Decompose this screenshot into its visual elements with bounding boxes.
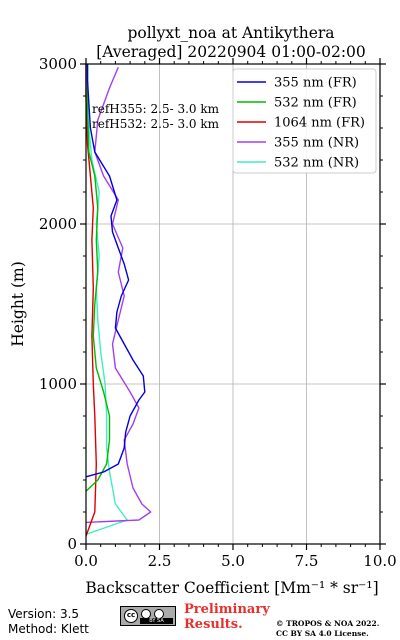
y-axis-label: Height (m) xyxy=(9,261,27,347)
series-line-355-nm-fr xyxy=(85,64,146,478)
backscatter-profile-chart: pollyxt_noa at Antikythera [Averaged] 20… xyxy=(9,24,397,597)
legend-label: 532 nm (FR) xyxy=(274,96,357,111)
legend-label: 1064 nm (FR) xyxy=(274,116,365,131)
cc-icon: cc xyxy=(124,609,138,623)
version-text: Version: 3.5 xyxy=(8,607,80,621)
x-tick-label: 2.5 xyxy=(148,552,172,570)
y-tick-label: 2000 xyxy=(39,215,77,233)
data-series xyxy=(85,64,152,537)
legend-label: 355 nm (FR) xyxy=(274,76,357,91)
y-tick-label: 3000 xyxy=(39,55,77,73)
footer-info: Version: 3.5 Method: Klett xyxy=(8,607,89,637)
y-tick-label: 1000 xyxy=(39,375,77,393)
chart-title: pollyxt_noa at Antikythera xyxy=(127,24,334,42)
method-text: Method: Klett xyxy=(8,622,89,636)
copyright-notice: © TROPOS & NOA 2022. CC BY SA 4.0 Licens… xyxy=(276,619,379,639)
x-tick-label: 7.5 xyxy=(295,552,319,570)
preliminary-results-notice: Preliminary Results. xyxy=(184,602,270,632)
x-tick-label: 5.0 xyxy=(221,552,245,570)
cc-license-bar: BY SA xyxy=(140,618,173,624)
series-line-532-nm-nr xyxy=(85,64,128,536)
x-axis-label: Backscatter Coefficient [Mm⁻¹ * sr⁻¹] xyxy=(85,579,378,597)
legend-label: 355 nm (NR) xyxy=(274,136,359,151)
ref-height-532-annotation: refH532: 2.5- 3.0 km xyxy=(92,117,220,131)
series-line-532-nm-fr xyxy=(85,64,111,492)
ref-height-355-annotation: refH355: 2.5- 3.0 km xyxy=(92,102,220,116)
legend: 355 nm (FR) 532 nm (FR) 1064 nm (FR) 355 nm… xyxy=(232,68,377,174)
copyright-line-2: CC BY SA 4.0 License. xyxy=(276,629,369,638)
axis-ticks: 0.0 2.5 5.0 7.5 10.0 0 1000 2000 3000 xyxy=(39,55,397,570)
series-line-355-nm-nr xyxy=(85,66,152,524)
x-tick-label: 10.0 xyxy=(363,552,396,570)
series-line-1064-nm-fr xyxy=(85,64,97,537)
preliminary-line-2: Results. xyxy=(184,617,243,632)
legend-label: 532 nm (NR) xyxy=(274,156,359,171)
legend-box xyxy=(232,68,377,174)
chart-subtitle: [Averaged] 20220904 01:00-02:00 xyxy=(96,43,366,61)
y-tick-label: 0 xyxy=(67,535,77,553)
cc-by-sa-license-icon: cc BY SA xyxy=(120,606,176,626)
copyright-line-1: © TROPOS & NOA 2022. xyxy=(276,619,380,628)
preliminary-line-1: Preliminary xyxy=(184,602,270,617)
x-tick-label: 0.0 xyxy=(74,552,98,570)
